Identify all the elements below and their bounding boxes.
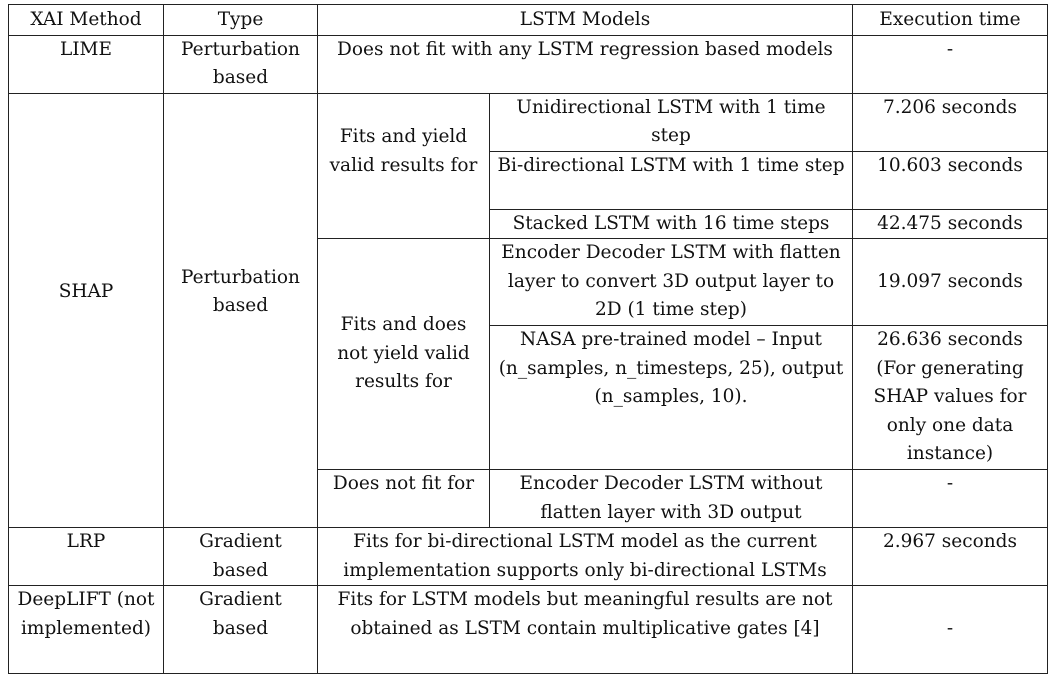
table-row-shap-3: Stacked LSTM with 16 time steps 42.475 s…	[9, 208, 1048, 239]
shap-time-2: 10.603 seconds	[852, 150, 1048, 210]
table-row-shap-2: Bi-directional LSTM with 1 time step 10.…	[9, 150, 1048, 210]
table-row-shap-1: SHAP Perturbation based Fits and yield v…	[8, 92, 1048, 528]
table-row-lime: LIME Perturbation based Does not fit wit…	[8, 34, 1048, 94]
table-row-shap-5: NASA pre-trained model – Input (n_sample…	[9, 325, 1048, 470]
shap-model-4: Encoder Decoder LSTM with flatten layer …	[489, 238, 853, 326]
xai-comparison-table: XAI Method Type LSTM Models Execution ti…	[8, 4, 1048, 674]
header-type: Type	[163, 4, 318, 36]
shap-time-4: 19.097 seconds	[852, 238, 1048, 326]
shap-model-1: Unidirectional LSTM with 1 time step	[489, 92, 853, 152]
shap-model-3: Stacked LSTM with 16 time steps	[489, 208, 853, 239]
table-row-shap-4: Fits and does not yield valid results fo…	[9, 238, 1048, 470]
deeplift-time: -	[852, 585, 1048, 674]
deeplift-type: Gradient based	[163, 585, 318, 674]
lrp-method: LRP	[8, 527, 164, 586]
shap-model-6: Encoder Decoder LSTM without flatten lay…	[489, 469, 853, 528]
lrp-models: Fits for bi-directional LSTM model as th…	[317, 527, 853, 586]
shap-group-valid: Fits and yield valid results for	[317, 92, 490, 239]
shap-type-label: Perturbation based	[181, 266, 300, 317]
shap-model-5: NASA pre-trained model – Input (n_sample…	[489, 325, 853, 470]
lrp-type: Gradient based	[163, 527, 318, 586]
deeplift-method: DeepLIFT (not implemented)	[8, 585, 164, 674]
header-lstm-models: LSTM Models	[317, 4, 853, 36]
shap-group-valid-label: Fits and yield valid results for	[329, 126, 478, 176]
lime-type: Perturbation based	[163, 34, 318, 94]
header-execution-time: Execution time	[852, 4, 1048, 36]
shap-model-2: Bi-directional LSTM with 1 time step	[489, 150, 853, 210]
header-xai-method: XAI Method	[8, 4, 164, 36]
shap-time-5: 26.636 seconds (For generating SHAP valu…	[852, 325, 1048, 470]
shap-type: Perturbation based	[163, 92, 318, 528]
table-row-lrp: LRP Gradient based Fits for bi-direction…	[8, 527, 1048, 586]
lime-models: Does not fit with any LSTM regression ba…	[317, 34, 853, 94]
lime-time: -	[852, 34, 1048, 94]
shap-method-label: SHAP	[58, 281, 114, 302]
shap-time-1: 7.206 seconds	[852, 92, 1048, 152]
shap-group-invalid: Fits and does not yield valid results fo…	[317, 238, 490, 470]
lrp-time: 2.967 seconds	[852, 527, 1048, 586]
header-row: XAI Method Type LSTM Models Execution ti…	[8, 4, 1048, 36]
deeplift-models: Fits for LSTM models but meaningful resu…	[317, 585, 853, 674]
lime-method: LIME	[8, 34, 164, 94]
shap-group-nofit: Does not fit for	[317, 469, 490, 528]
shap-time-6: -	[852, 469, 1048, 528]
shap-time-3: 42.475 seconds	[852, 208, 1048, 239]
table-row-deeplift: DeepLIFT (not implemented) Gradient base…	[8, 585, 1048, 674]
shap-method: SHAP	[8, 92, 164, 528]
shap-group-invalid-label: Fits and does not yield valid results fo…	[337, 314, 470, 393]
table-row-shap-6: Does not fit for Encoder Decoder LSTM wi…	[9, 469, 1048, 528]
